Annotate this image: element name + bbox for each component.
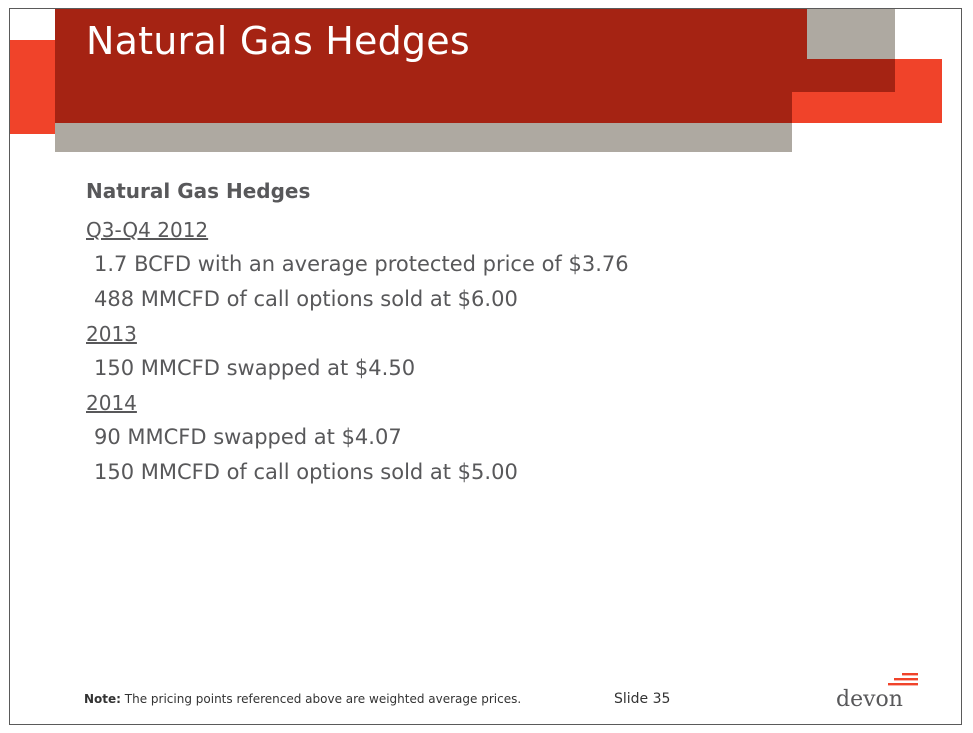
section-heading: Natural Gas Hedges bbox=[86, 179, 311, 203]
gray-band-bottom bbox=[55, 123, 792, 152]
devon-logo: devon bbox=[836, 673, 918, 717]
hedge-group: 2014 90 MMCFD swapped at $4.07 150 MMCFD… bbox=[86, 391, 906, 484]
devon-stripes-icon bbox=[888, 673, 918, 686]
hedge-item: 488 MMCFD of call options sold at $6.00 bbox=[94, 287, 518, 311]
note-label: Note: bbox=[84, 692, 121, 706]
hedge-item: 150 MMCFD swapped at $4.50 bbox=[94, 356, 416, 380]
hedge-item: 90 MMCFD swapped at $4.07 bbox=[94, 425, 402, 449]
hedge-group: Q3-Q4 2012 1.7 BCFD with an average prot… bbox=[86, 218, 906, 311]
title-banner bbox=[55, 9, 895, 123]
footer-note: Note: The pricing points referenced abov… bbox=[84, 692, 521, 706]
period-label: Q3-Q4 2012 bbox=[86, 218, 209, 242]
gray-block-right bbox=[807, 9, 895, 59]
logo-wordmark: devon bbox=[836, 687, 903, 712]
note-text: The pricing points referenced above are … bbox=[120, 692, 522, 706]
period-label: 2013 bbox=[86, 322, 137, 346]
slide-content: Natural Gas Hedges Q3-Q4 2012 1.7 BCFD w… bbox=[86, 179, 906, 495]
orange-accent-left bbox=[10, 40, 55, 134]
hedge-group: 2013 150 MMCFD swapped at $4.50 bbox=[86, 322, 906, 380]
slide-number: Slide 35 bbox=[614, 691, 671, 707]
red-step-block bbox=[792, 59, 895, 92]
hedge-item: 1.7 BCFD with an average protected price… bbox=[94, 252, 629, 276]
hedge-item: 150 MMCFD of call options sold at $5.00 bbox=[94, 460, 518, 484]
slide: Natural Gas Hedges Natural Gas Hedges Q3… bbox=[9, 8, 962, 725]
period-label: 2014 bbox=[86, 391, 137, 415]
slide-title: Natural Gas Hedges bbox=[86, 19, 470, 63]
